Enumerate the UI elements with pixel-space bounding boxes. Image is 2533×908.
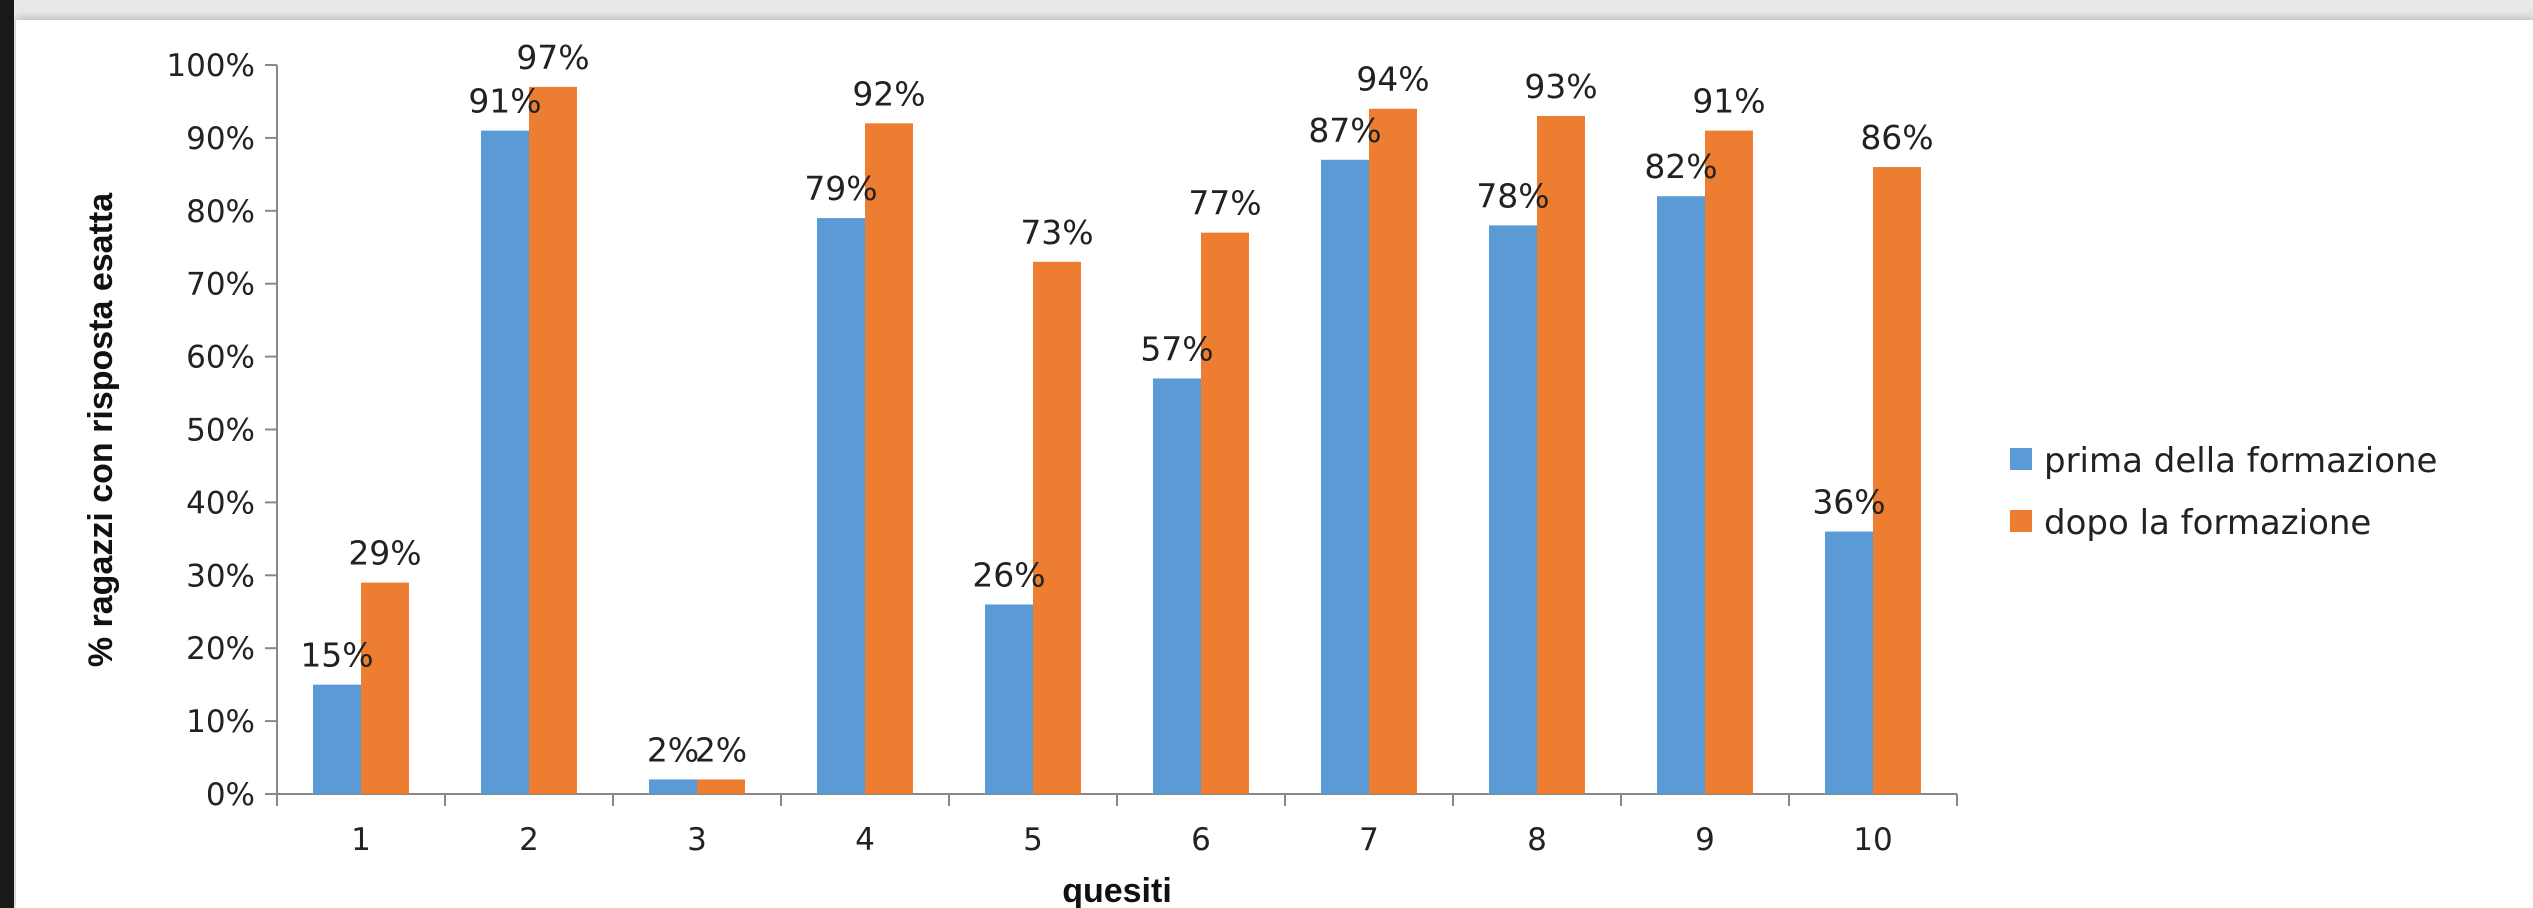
left-border bbox=[0, 0, 14, 908]
data-label-series-0: 91% bbox=[468, 82, 541, 121]
bar-series-1 bbox=[1201, 232, 1249, 795]
y-tick-label: 20% bbox=[186, 631, 255, 667]
x-tick-label: 4 bbox=[855, 822, 875, 858]
x-tick-label: 9 bbox=[1695, 822, 1715, 858]
data-labels-group: 15% 91% 2% 79% 26% 57% 87% 78% 82% 36% 29% 97% 2% 92%… bbox=[300, 38, 1933, 770]
bar-series-1 bbox=[361, 582, 409, 794]
legend: prima della formazione dopo la formazion… bbox=[2010, 441, 2437, 543]
y-tick-label: 30% bbox=[186, 558, 255, 594]
bar-series-1 bbox=[529, 86, 577, 795]
data-label-series-0: 79% bbox=[804, 169, 877, 208]
x-tick-label: 8 bbox=[1527, 822, 1547, 858]
data-label-series-1: 92% bbox=[852, 74, 925, 113]
bar-series-0 bbox=[313, 684, 361, 794]
legend-swatch-dopo bbox=[2010, 510, 2032, 532]
y-tick-label: 50% bbox=[186, 413, 255, 449]
data-label-series-0: 57% bbox=[1140, 329, 1213, 368]
bar-series-1 bbox=[1033, 261, 1081, 794]
y-tick-label: 0% bbox=[206, 777, 255, 813]
bar-series-1 bbox=[1705, 130, 1753, 795]
legend-swatch-prima bbox=[2010, 448, 2032, 470]
y-tick-label: 10% bbox=[186, 704, 255, 740]
data-label-series-1: 91% bbox=[1692, 82, 1765, 121]
bar-series-0 bbox=[481, 130, 529, 795]
data-label-series-1: 97% bbox=[516, 38, 589, 77]
y-axis-title: % ragazzi con risposta esatta bbox=[82, 192, 120, 667]
bar-series-1 bbox=[1537, 116, 1585, 794]
bar-series-0 bbox=[649, 779, 697, 794]
x-tick-label: 3 bbox=[687, 822, 707, 858]
bars-group bbox=[313, 86, 1921, 795]
x-tick-label: 2 bbox=[519, 822, 539, 858]
data-label-series-0: 26% bbox=[972, 555, 1045, 594]
bar-series-0 bbox=[817, 218, 865, 795]
legend-label-dopo: dopo la formazione bbox=[2044, 503, 2371, 543]
bar-series-0 bbox=[1153, 378, 1201, 794]
data-label-series-1: 73% bbox=[1020, 213, 1093, 252]
x-tick-label: 6 bbox=[1191, 822, 1211, 858]
bar-series-1 bbox=[1369, 108, 1417, 795]
data-label-series-0: 82% bbox=[1644, 147, 1717, 186]
y-tick-label: 70% bbox=[186, 267, 255, 303]
y-tick-label: 90% bbox=[186, 121, 255, 157]
x-tick-label: 10 bbox=[1853, 822, 1892, 858]
y-tick-label: 60% bbox=[186, 340, 255, 376]
bar-chart: 0% 10% 20% 30% 40% 50% 60% 70% 80% 90% 100% 1 2 3 4 5 6… bbox=[82, 38, 2437, 908]
bar-series-0 bbox=[985, 604, 1033, 794]
data-label-series-0: 36% bbox=[1812, 483, 1885, 522]
data-label-series-1: 77% bbox=[1188, 184, 1261, 223]
data-label-series-0: 78% bbox=[1476, 176, 1549, 215]
y-tick-label: 100% bbox=[166, 48, 255, 84]
bar-series-1 bbox=[1873, 167, 1921, 794]
data-label-series-1: 29% bbox=[348, 534, 421, 573]
data-label-series-0: 15% bbox=[300, 636, 373, 675]
x-axis: 1 2 3 4 5 6 7 8 9 10 bbox=[276, 793, 1958, 858]
legend-label-prima: prima della formazione bbox=[2044, 441, 2437, 481]
x-axis-title: quesiti bbox=[1062, 872, 1172, 908]
x-tick-label: 5 bbox=[1023, 822, 1043, 858]
bar-series-0 bbox=[1321, 159, 1369, 794]
y-axis: 0% 10% 20% 30% 40% 50% 60% 70% 80% 90% 100% bbox=[166, 48, 278, 813]
bar-series-1 bbox=[697, 779, 745, 794]
x-tick-label: 1 bbox=[351, 822, 371, 858]
y-tick-label: 40% bbox=[186, 485, 255, 521]
x-tick-label: 7 bbox=[1359, 822, 1379, 858]
bar-series-1 bbox=[865, 123, 913, 794]
data-label-series-1: 94% bbox=[1356, 60, 1429, 99]
bar-series-0 bbox=[1825, 531, 1873, 794]
data-label-series-1: 2% bbox=[695, 730, 747, 769]
data-label-series-1: 93% bbox=[1524, 67, 1597, 106]
data-label-series-0: 87% bbox=[1308, 111, 1381, 150]
y-tick-label: 80% bbox=[186, 194, 255, 230]
bar-series-0 bbox=[1489, 225, 1537, 794]
data-label-series-0: 2% bbox=[647, 730, 699, 769]
bar-series-0 bbox=[1657, 196, 1705, 795]
data-label-series-1: 86% bbox=[1860, 118, 1933, 157]
chart-panel: 0% 10% 20% 30% 40% 50% 60% 70% 80% 90% 100% 1 2 3 4 5 6… bbox=[16, 20, 2533, 908]
